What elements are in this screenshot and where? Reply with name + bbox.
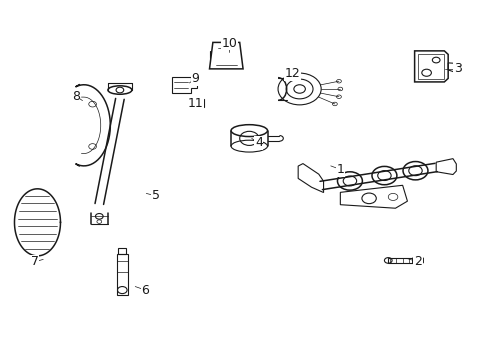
Bar	[118, 248, 126, 254]
Text: 9: 9	[191, 72, 199, 85]
Text: 8: 8	[72, 90, 80, 103]
Polygon shape	[412, 256, 423, 265]
Bar	[117, 254, 127, 294]
Text: 2: 2	[413, 255, 421, 268]
Text: 1: 1	[336, 163, 344, 176]
Text: 4: 4	[254, 136, 262, 149]
Text: 6: 6	[141, 284, 149, 297]
Text: 3: 3	[453, 62, 461, 75]
Text: 5: 5	[152, 189, 160, 202]
Text: 7: 7	[31, 255, 39, 268]
Text: 12: 12	[284, 67, 300, 80]
Text: 11: 11	[187, 96, 203, 109]
Bar	[418, 54, 444, 79]
Text: 10: 10	[221, 37, 237, 50]
Bar	[387, 258, 417, 262]
